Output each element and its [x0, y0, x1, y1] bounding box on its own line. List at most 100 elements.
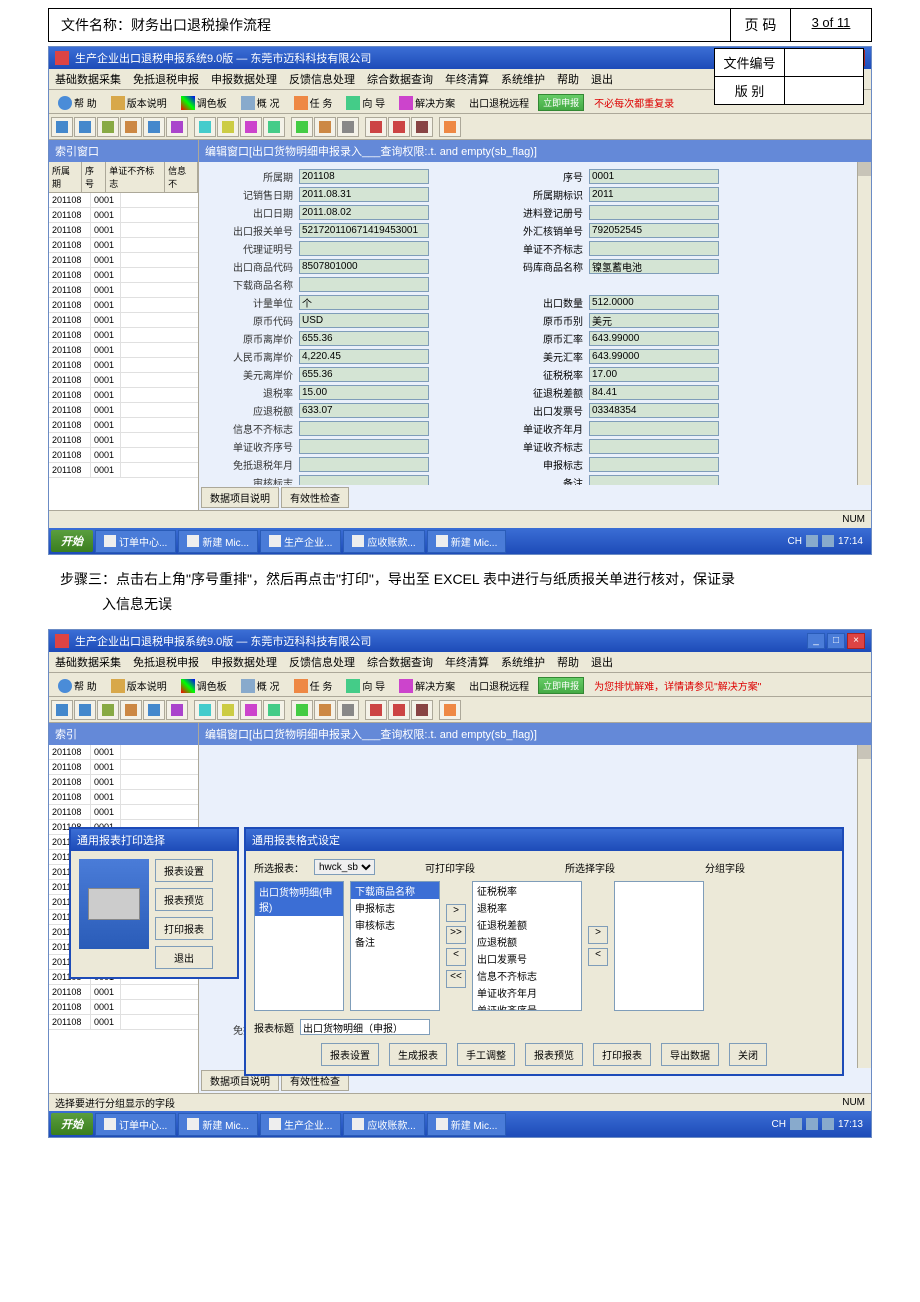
toolbar-浏览[interactable]: [143, 117, 165, 137]
toolbar-增加[interactable]: [291, 700, 313, 720]
overview-button[interactable]: 概 况: [236, 675, 285, 696]
table-row[interactable]: 2011080001: [49, 790, 198, 805]
table-row[interactable]: 2011080001: [49, 760, 198, 775]
overview-button[interactable]: 概 况: [236, 92, 285, 113]
toolbar-搜索[interactable]: [120, 700, 142, 720]
group-right-button[interactable]: >: [588, 926, 608, 944]
field-input[interactable]: [589, 223, 719, 238]
field-input[interactable]: [299, 385, 429, 400]
menu-tax-declare[interactable]: 免抵退税申报: [133, 71, 199, 87]
toolbar-打印[interactable]: [166, 700, 188, 720]
solution-button[interactable]: 解决方案: [394, 92, 460, 113]
report-title-input[interactable]: [300, 1019, 430, 1035]
move-all-right-button[interactable]: >>: [446, 926, 466, 944]
toolbar-放弃[interactable]: [365, 700, 387, 720]
close-button[interactable]: ×: [847, 633, 865, 649]
minimize-button[interactable]: _: [807, 633, 825, 649]
field-input[interactable]: [589, 187, 719, 202]
field-input[interactable]: [299, 349, 429, 364]
menu-feedback[interactable]: 反馈信息处理: [289, 71, 355, 87]
toolbar-退出[interactable]: [411, 117, 433, 137]
version-button[interactable]: 版本说明: [106, 92, 172, 113]
field-input[interactable]: [589, 349, 719, 364]
dialog-button-关闭[interactable]: 关闭: [729, 1043, 767, 1066]
scrollbar-v[interactable]: [857, 162, 871, 485]
table-row[interactable]: 2011080001: [49, 463, 198, 478]
field-input[interactable]: [299, 421, 429, 436]
menu-query[interactable]: 综合数据查询: [367, 654, 433, 670]
toolbar-状态[interactable]: [217, 117, 239, 137]
list-item[interactable]: 征退税差额: [473, 916, 581, 933]
task-order[interactable]: 订单中心...: [95, 1113, 176, 1136]
export-remote-button[interactable]: 出口退税远程: [464, 675, 534, 696]
field-input[interactable]: [299, 457, 429, 472]
solution-button[interactable]: 解决方案: [394, 675, 460, 696]
table-row[interactable]: 2011080001: [49, 298, 198, 313]
print-report-button[interactable]: 打印报表: [155, 917, 213, 940]
field-input[interactable]: [299, 169, 429, 184]
dialog-button-导出数据[interactable]: 导出数据: [661, 1043, 719, 1066]
toolbar-扩展[interactable]: [194, 700, 216, 720]
menu-basic-data[interactable]: 基础数据采集: [55, 654, 121, 670]
tray-icon[interactable]: [822, 1118, 834, 1130]
list-item[interactable]: 单证收齐年月: [473, 984, 581, 1001]
menu-basic-data[interactable]: 基础数据采集: [55, 71, 121, 87]
table-row[interactable]: 2011080001: [49, 745, 198, 760]
tab-validity[interactable]: 有效性检查: [281, 487, 349, 508]
nav-button[interactable]: 向 导: [341, 675, 390, 696]
list-item[interactable]: 征税税率: [473, 882, 581, 899]
table-row[interactable]: 2011080001: [49, 283, 198, 298]
table-row[interactable]: 2011080001: [49, 268, 198, 283]
tray-icon[interactable]: [806, 1118, 818, 1130]
list-item[interactable]: 退税率: [473, 899, 581, 916]
table-row[interactable]: 2011080001: [49, 1000, 198, 1015]
toolbar-删除[interactable]: [388, 117, 410, 137]
menu-query[interactable]: 综合数据查询: [367, 71, 433, 87]
field-input[interactable]: [589, 439, 719, 454]
menu-exit[interactable]: 退出: [591, 654, 613, 670]
toolbar-删除[interactable]: [388, 700, 410, 720]
toolbar-最后[interactable]: [74, 117, 96, 137]
task-word2[interactable]: 新建 Mic...: [427, 530, 507, 553]
palette-button[interactable]: 调色板: [176, 92, 232, 113]
apply-now-button[interactable]: 立即申报: [538, 677, 584, 694]
field-input[interactable]: [589, 367, 719, 382]
toolbar-纵排[interactable]: [263, 117, 285, 137]
toolbar-最前[interactable]: [51, 117, 73, 137]
table-row[interactable]: 2011080001: [49, 1015, 198, 1030]
toolbar-放弃[interactable]: [365, 117, 387, 137]
dialog-button-报表预览[interactable]: 报表预览: [525, 1043, 583, 1066]
tray-icon[interactable]: [790, 1118, 802, 1130]
toolbar-修改[interactable]: [314, 700, 336, 720]
toolbar-搜索[interactable]: [120, 117, 142, 137]
group-left-button[interactable]: <: [588, 948, 608, 966]
menu-help[interactable]: 帮助: [557, 654, 579, 670]
table-row[interactable]: 2011080001: [49, 208, 198, 223]
export-remote-button[interactable]: 出口退税远程: [464, 92, 534, 113]
table-row[interactable]: 2011080001: [49, 373, 198, 388]
field-input[interactable]: [589, 403, 719, 418]
report-settings-button[interactable]: 报表设置: [155, 859, 213, 882]
field-input[interactable]: [299, 187, 429, 202]
list-item[interactable]: 备注: [351, 933, 439, 950]
table-row[interactable]: 2011080001: [49, 403, 198, 418]
table-row[interactable]: 2011080001: [49, 343, 198, 358]
task-word1[interactable]: 新建 Mic...: [178, 1113, 258, 1136]
field-input[interactable]: [589, 295, 719, 310]
field-input[interactable]: [299, 223, 429, 238]
toolbar-增加[interactable]: [291, 117, 313, 137]
field-input[interactable]: [299, 241, 429, 256]
nav-button[interactable]: 向 导: [341, 92, 390, 113]
task-word2[interactable]: 新建 Mic...: [427, 1113, 507, 1136]
toolbar-保存[interactable]: [337, 700, 359, 720]
table-row[interactable]: 2011080001: [49, 448, 198, 463]
printable-fields-list[interactable]: 下载商品名称申报标志审核标志备注: [350, 881, 440, 1011]
field-input[interactable]: [299, 475, 429, 485]
field-input[interactable]: [299, 403, 429, 418]
move-left-button[interactable]: <: [446, 948, 466, 966]
list-item[interactable]: 出口发票号: [473, 950, 581, 967]
menu-yearend[interactable]: 年终清算: [445, 654, 489, 670]
field-input[interactable]: [589, 385, 719, 400]
tray-icon[interactable]: [806, 535, 818, 547]
index-rows[interactable]: 2011080001201108000120110800012011080001…: [49, 193, 198, 510]
